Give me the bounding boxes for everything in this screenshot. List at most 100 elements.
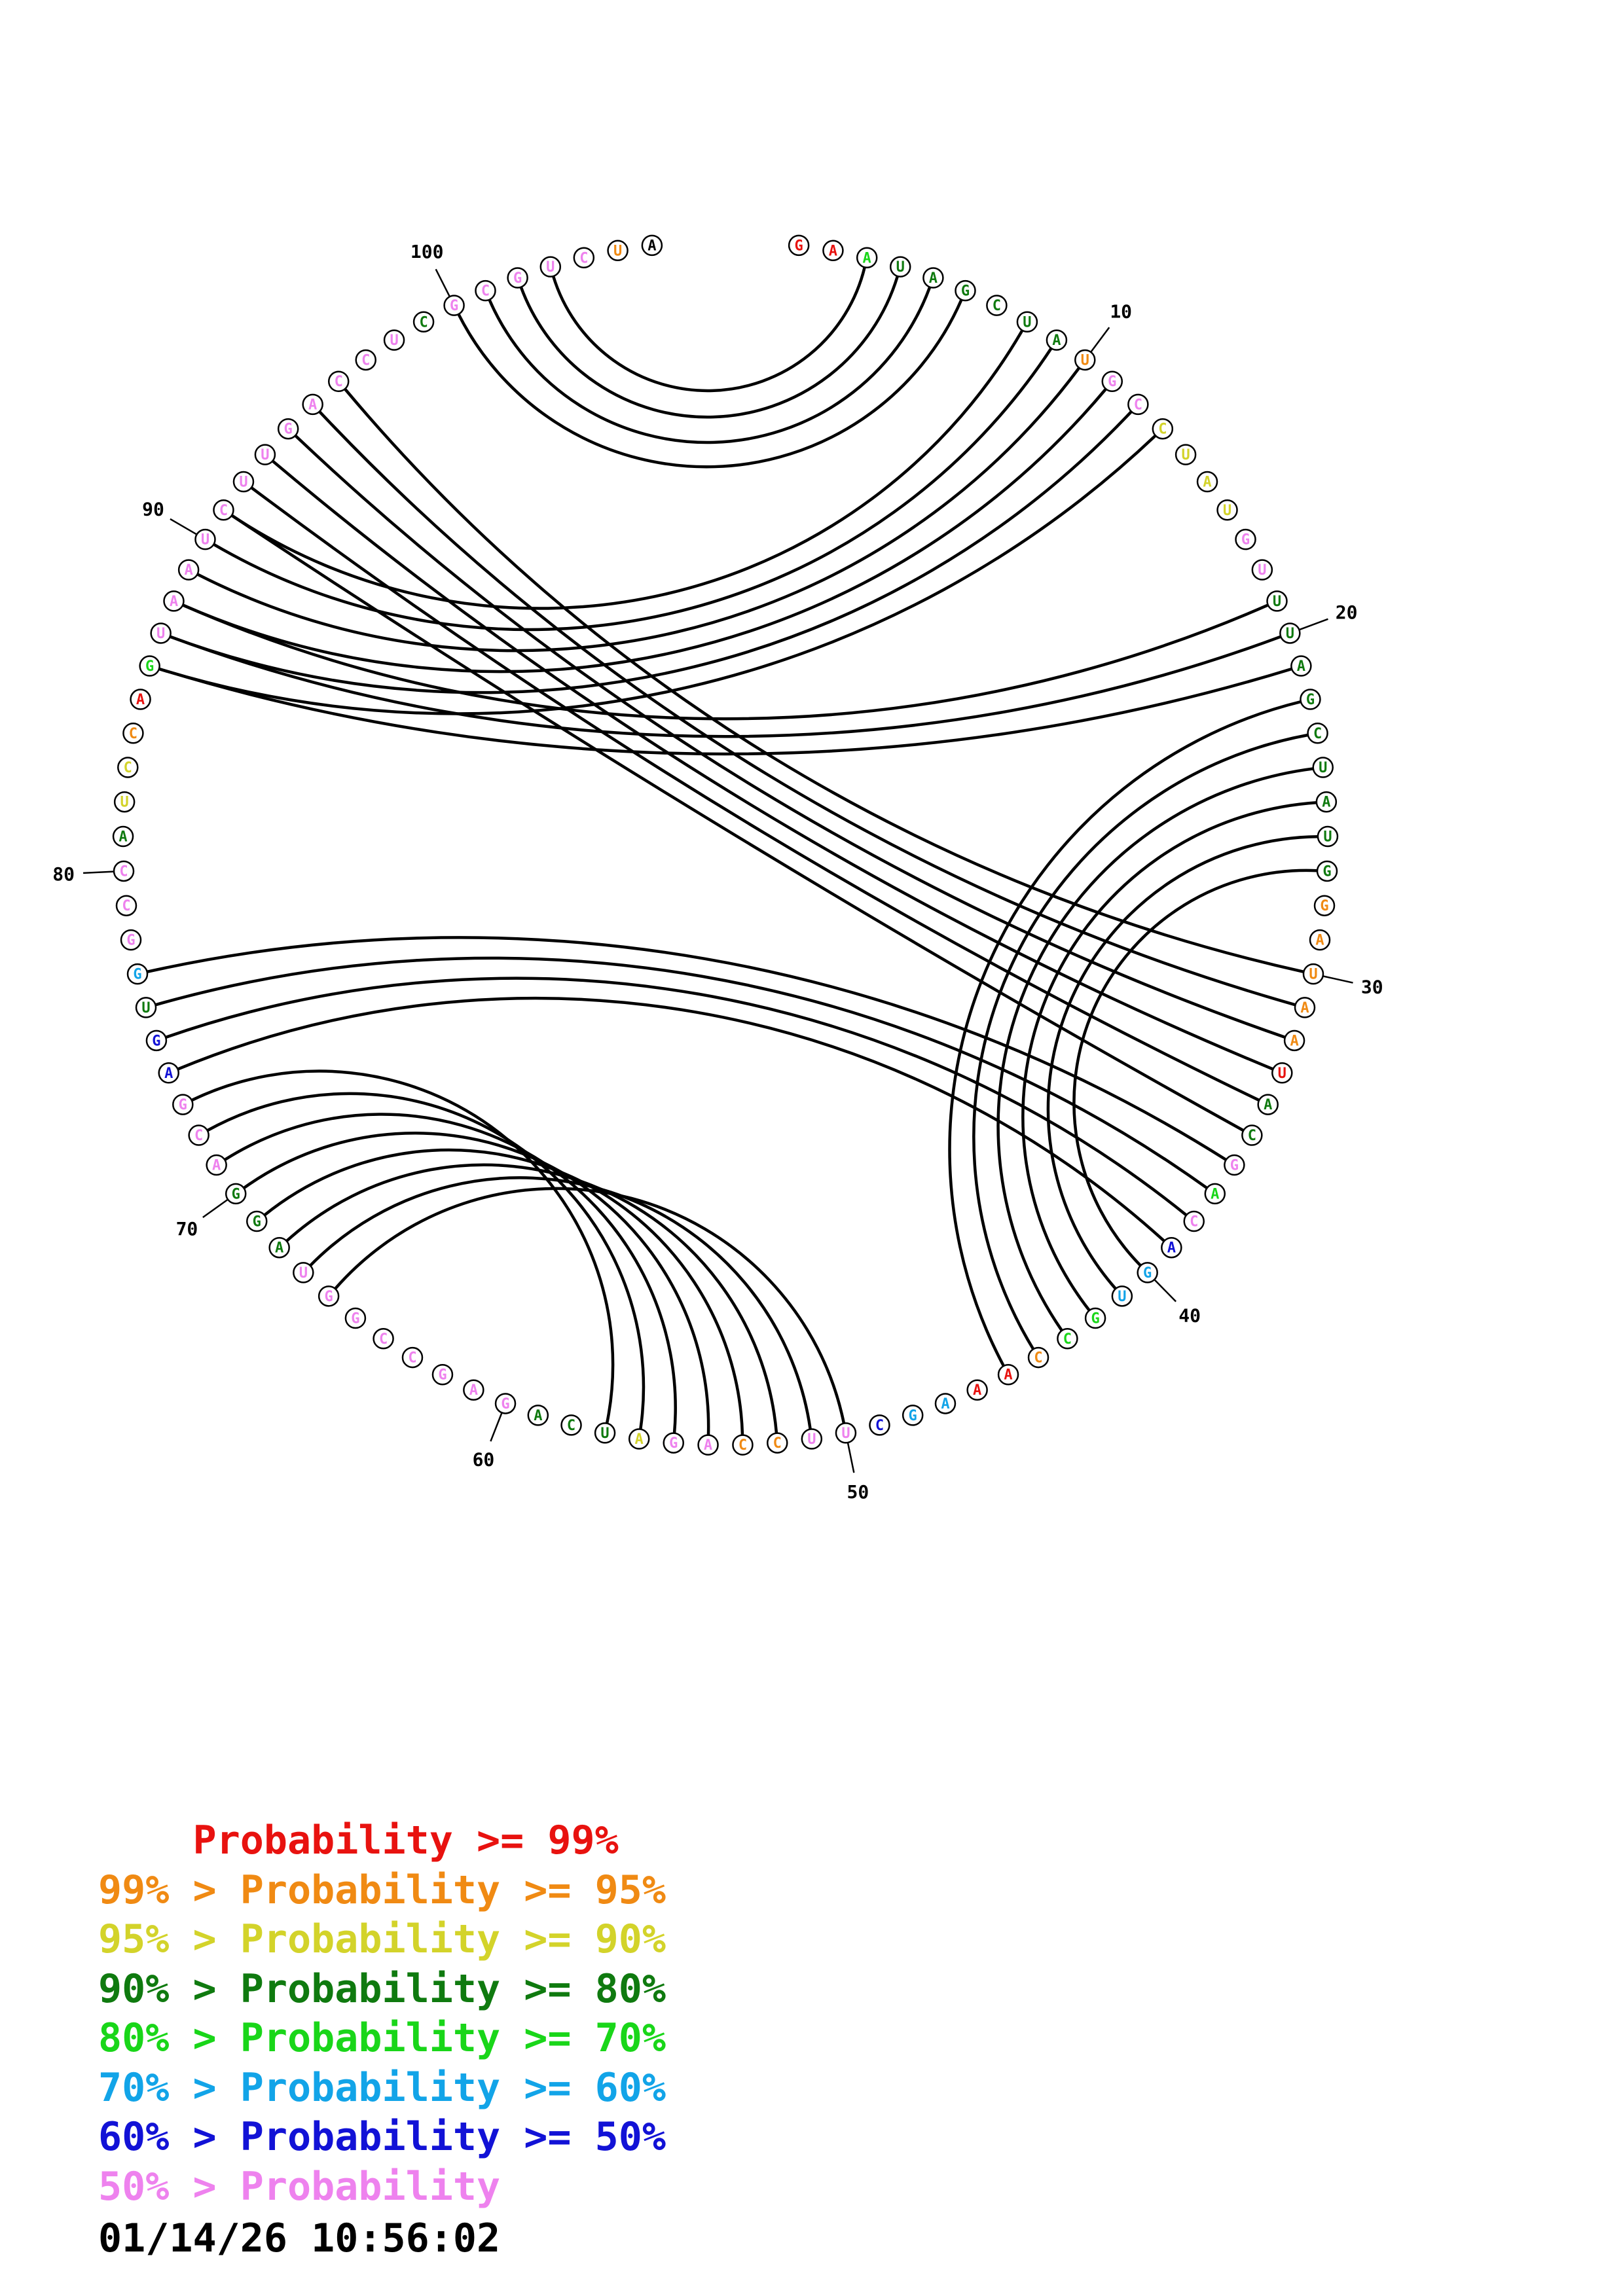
nucleotide-circle	[225, 1183, 247, 1205]
nucleotide-letter: U	[390, 332, 398, 349]
nucleotide: G	[1084, 1307, 1106, 1329]
nucleotide: U	[254, 444, 276, 465]
nucleotide-circle	[117, 757, 139, 778]
pair-arc	[196, 367, 1081, 653]
nucleotide-circle	[1161, 1236, 1182, 1259]
nucleotide-letter: C	[1158, 422, 1167, 438]
nucleotide: U	[1175, 444, 1197, 465]
nucleotide-letter: U	[1023, 314, 1031, 331]
tick-label: 60	[473, 1449, 495, 1471]
nucleotide-letter: C	[419, 314, 428, 331]
nucleotide-letter: U	[1278, 1066, 1286, 1082]
circle-plot: G A AUAGCUAUGCCUAUGUUUAGCUAUGGAUAAUACGACAG…	[52, 234, 1383, 1503]
nucleotide-letter: G	[324, 1289, 333, 1305]
nucleotide-circle	[254, 444, 276, 465]
nucleotide: A	[1046, 329, 1068, 351]
nucleotide-letter: U	[156, 626, 165, 642]
legend-item: 99% > Probability >= 95%	[98, 1867, 666, 1913]
nucleotide-circle	[246, 1210, 268, 1232]
nucleotide-circle	[1266, 590, 1288, 612]
pair-arc	[948, 700, 1302, 1367]
nucleotide: C	[732, 1434, 754, 1456]
tick-line	[1154, 1279, 1177, 1302]
nucleotide-circle	[1283, 1030, 1305, 1052]
nucleotide: A	[1283, 1030, 1305, 1052]
nucleotide: C	[475, 279, 496, 302]
nucleotide-letter: A	[647, 238, 656, 254]
nucleotide-letter: C	[129, 726, 137, 742]
nucleotide-letter: A	[1297, 658, 1305, 675]
nucleotide-letter: A	[1300, 1000, 1309, 1016]
nucleotide-ring: G A AUAGCUAUGCCUAUGUUUAGCUAUGGAUAAUACGACAG…	[112, 234, 1339, 1456]
nucleotide-letter: A	[275, 1240, 283, 1257]
nucleotide-letter: C	[219, 503, 228, 519]
pair-arc	[230, 329, 1024, 610]
nucleotide-letter: A	[929, 270, 938, 287]
pair-arc	[457, 299, 963, 469]
nucleotide-circle	[732, 1434, 754, 1456]
nucleotide-letter: U	[1319, 760, 1327, 776]
nucleotide-letter: C	[361, 352, 370, 368]
nucleotide-letter: A	[1315, 933, 1324, 949]
nucleotide: U	[383, 329, 405, 351]
nucleotide-circle	[1137, 1262, 1158, 1283]
nucleotide-circle	[213, 499, 234, 521]
pair-arc	[488, 286, 932, 444]
nucleotide: G	[507, 267, 528, 289]
nucleotide: U	[293, 1262, 314, 1283]
nucleotide: G	[120, 929, 142, 951]
nucleotide-circle	[120, 929, 142, 951]
nucleotide-circle	[206, 1154, 227, 1176]
nucleotide-letter: G	[179, 1097, 187, 1113]
nucleotide-circle	[158, 1062, 179, 1084]
nucleotide: G	[1235, 528, 1256, 550]
pair-arc	[213, 347, 1053, 632]
nucleotide-circle	[889, 256, 911, 278]
nucleotide: G	[1101, 370, 1123, 392]
nucleotide-letter: A	[469, 1382, 478, 1399]
nucleotide-circle	[1279, 622, 1301, 644]
nucleotide-letter: U	[120, 795, 129, 811]
nucleotide-circle	[1016, 311, 1038, 333]
tick-label: 40	[1178, 1304, 1201, 1326]
nucleotide: C	[869, 1414, 890, 1436]
nucleotide: A	[697, 1434, 719, 1456]
nucleotide-letter: C	[408, 1350, 416, 1367]
nucleotide-letter: U	[807, 1431, 816, 1448]
nucleotide-circle	[494, 1393, 517, 1414]
nucleotide-circle	[475, 279, 496, 302]
nucleotide: A	[1309, 929, 1331, 951]
nucleotide-letter: U	[896, 259, 905, 276]
nucleotide-circle	[277, 418, 299, 440]
nucleotide: U	[194, 528, 216, 550]
nucleotide: C	[1241, 1124, 1263, 1146]
pair-arc	[1072, 869, 1318, 1267]
nucleotide-letter: G	[1322, 863, 1331, 880]
nucleotide-letter: G	[438, 1367, 447, 1384]
legend-item: Probability >= 99%	[98, 1818, 619, 1863]
nucleotide: G	[1137, 1262, 1158, 1283]
nucleotide-circle	[373, 1328, 394, 1350]
nucleotide: G	[902, 1405, 924, 1426]
nucleotide-letter: C	[119, 863, 128, 880]
nucleotide: C	[122, 723, 144, 744]
nucleotide-letter: G	[1230, 1158, 1239, 1174]
pair-arc	[224, 1113, 677, 1433]
nucleotide-circle	[628, 1428, 650, 1450]
nucleotide-letter: C	[122, 898, 130, 914]
nucleotide-circle	[163, 590, 185, 612]
nucleotide: A	[177, 559, 200, 581]
nucleotide-circle	[112, 825, 134, 848]
nucleotide: A	[1294, 997, 1316, 1018]
nucleotide-circle	[463, 1379, 484, 1401]
nucleotide: C	[115, 895, 137, 916]
nucleotide-circle	[527, 1405, 549, 1426]
pair-arc	[169, 635, 1282, 738]
nucleotide: G	[225, 1183, 247, 1205]
nucleotide: G	[955, 279, 976, 302]
nucleotide-letter: G	[152, 1033, 160, 1049]
pair-arc	[294, 434, 1286, 1039]
nucleotide-letter: G	[133, 967, 141, 983]
nucleotide-letter: A	[308, 397, 317, 413]
nucleotide-circle	[1313, 895, 1336, 916]
